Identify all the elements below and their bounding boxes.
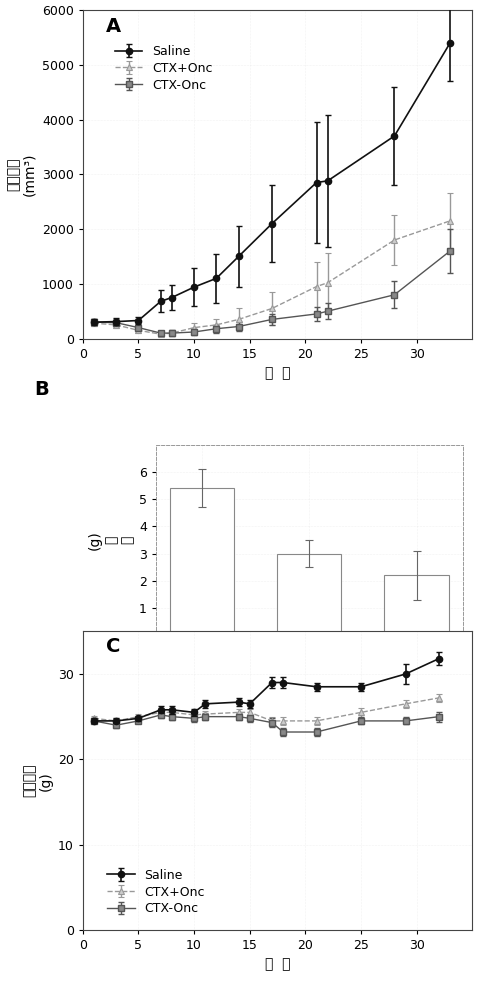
Bar bbox=[170, 488, 234, 635]
Text: C: C bbox=[106, 637, 121, 656]
Legend: Saline, CTX+Onc, CTX-Onc: Saline, CTX+Onc, CTX-Onc bbox=[105, 866, 207, 918]
Text: A: A bbox=[106, 17, 121, 36]
Legend: Saline, CTX+Onc, CTX-Onc: Saline, CTX+Onc, CTX-Onc bbox=[112, 43, 215, 94]
X-axis label: 天  数: 天 数 bbox=[265, 958, 290, 972]
Bar bbox=[277, 554, 341, 635]
Y-axis label: (g)
瘾
重: (g) 瘾 重 bbox=[88, 530, 134, 550]
Y-axis label: 小鼠体重
(g): 小鼠体重 (g) bbox=[22, 764, 52, 797]
Y-axis label: 肿瘾大小
(mm³): 肿瘾大小 (mm³) bbox=[6, 153, 36, 196]
Bar bbox=[384, 575, 449, 635]
X-axis label: 天  数: 天 数 bbox=[265, 366, 290, 380]
Text: B: B bbox=[34, 380, 49, 399]
